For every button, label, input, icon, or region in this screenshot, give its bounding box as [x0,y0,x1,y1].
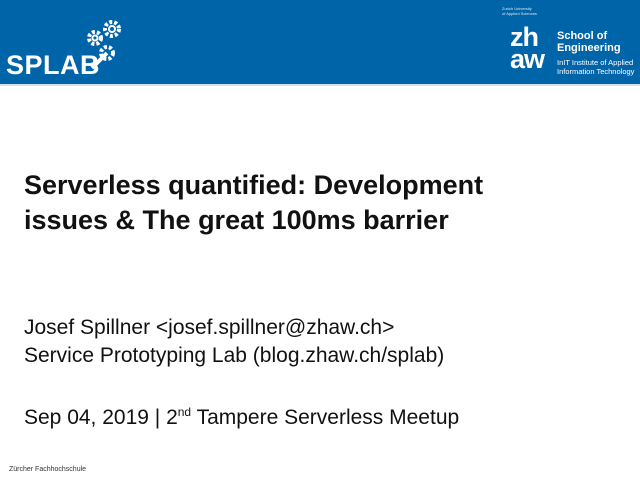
title-line: Serverless quantified: Development [24,170,484,200]
event-line: Sep 04, 2019 | 2nd Tampere Serverless Me… [24,398,459,432]
school-line: School of [557,30,608,42]
ordinal-suffix: nd [177,405,192,419]
gears-icon [87,20,121,70]
university-line: of Applied Sciences [502,11,537,16]
university-name: Zurich University of Applied Sciences [502,6,537,16]
university-line: Zurich University [502,6,532,11]
institute-name: InIT Institute of Applied Information Te… [557,58,634,76]
zhaw-logo: zh aw [510,22,545,74]
footer-text: Zürcher Fachhochschule [9,466,87,473]
splab-logo: SPLAB [6,50,101,80]
zhaw-logo-bottom: aw [510,44,545,74]
zhaw-logo-top: zh [510,22,539,52]
affiliation: Service Prototyping Lab (blog.zhaw.ch/sp… [24,344,445,367]
date: Sep 04, 2019 | 2 [24,406,178,429]
header-banner [0,0,640,84]
school-name: School of Engineering [557,30,621,54]
author: Josef Spillner <josef.spillner@zhaw.ch> [24,316,395,339]
slide-body: Josef Spillner <josef.spillner@zhaw.ch> … [24,314,459,432]
school-line: Engineering [557,42,621,54]
institute-line: Information Technology [557,67,635,76]
title-line: issues & The great 100ms barrier [24,205,449,235]
event-name: Tampere Serverless Meetup [191,406,460,429]
slide-title: Serverless quantified: Development issue… [24,168,483,238]
institute-line: InIT Institute of Applied [557,58,634,67]
header-divider [0,84,640,86]
